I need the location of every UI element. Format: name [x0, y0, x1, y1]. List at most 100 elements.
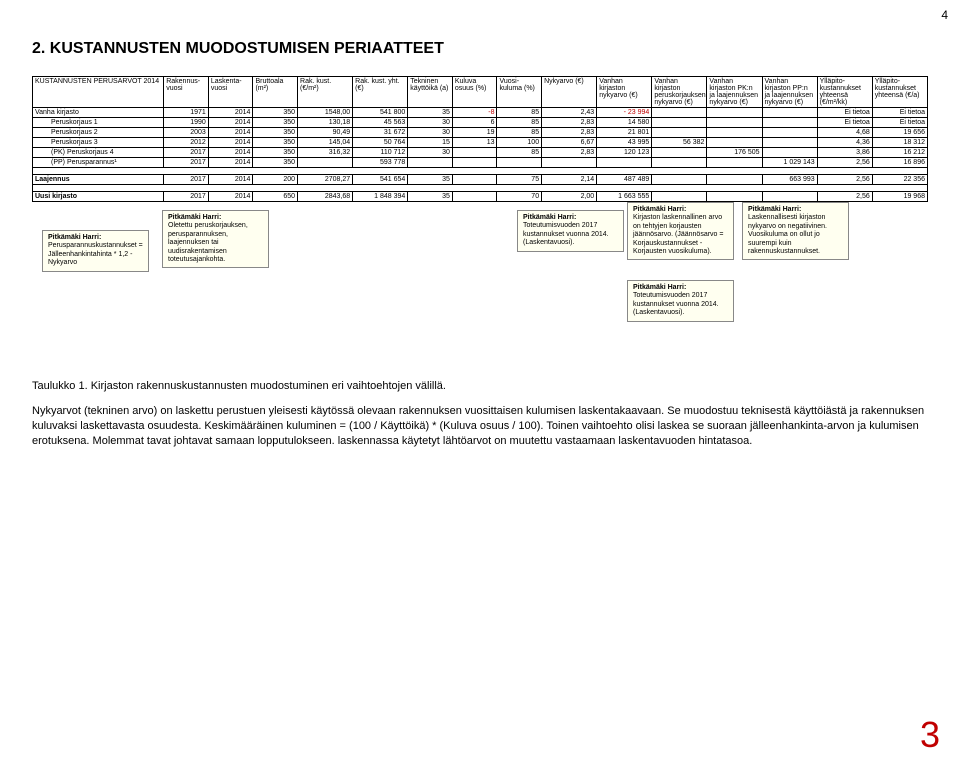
table-cell: 2012	[164, 138, 209, 148]
table-cell: 176 505	[707, 148, 762, 158]
table-cell	[762, 192, 817, 202]
table-cell: 350	[253, 118, 298, 128]
table-cell: Ei tietoa	[817, 108, 872, 118]
table-cell: 593 778	[353, 158, 408, 168]
table-cell: 30	[408, 148, 453, 158]
table-header-cell: Vuosi-kuluma (%)	[497, 77, 542, 108]
table-cell: 350	[253, 158, 298, 168]
table-caption: Taulukko 1. Kirjaston rakennuskustannust…	[32, 380, 928, 392]
table-cell: 30	[408, 118, 453, 128]
comment-callout: Pitkämäki Harri:Laskennallisesti kirjast…	[742, 202, 849, 260]
callout-body: Perusparannuskustannukset = Jälleenhanki…	[48, 242, 143, 266]
callout-author: Pitkämäki Harri:	[48, 234, 143, 242]
table-cell	[652, 148, 707, 158]
table-cell: 35	[408, 108, 453, 118]
table-cell: 85	[497, 128, 542, 138]
table-cell: 85	[497, 108, 542, 118]
table-cell: 1 848 394	[353, 192, 408, 202]
table-cell: 90,49	[298, 128, 353, 138]
table-cell	[452, 148, 497, 158]
table-cell: 110 712	[353, 148, 408, 158]
table-cell: 2017	[164, 175, 209, 185]
table-cell: 1 663 555	[597, 192, 652, 202]
callout-author: Pitkämäki Harri:	[523, 214, 618, 222]
table-cell: 2014	[208, 158, 253, 168]
table-row: Peruskorjaus 320122014350145,0450 764151…	[33, 138, 928, 148]
comment-callout: Pitkämäki Harri:Toteutumisvuoden 2017 ku…	[517, 210, 624, 252]
table-row: Vanha kirjasto197120143501548,00541 8003…	[33, 108, 928, 118]
table-cell: 22 356	[872, 175, 927, 185]
table-cell: 18 312	[872, 138, 927, 148]
table-header-cell: Rakennus-vuosi	[164, 77, 209, 108]
row-label: (PP) Perusparannus¹	[33, 158, 164, 168]
table-cell: 35	[408, 175, 453, 185]
table-row: (PK) Peruskorjaus 420172014350316,32110 …	[33, 148, 928, 158]
table-header-cell: Vanhan kirjaston peruskorjauksen nykyarv…	[652, 77, 707, 108]
page: 4 2. KUSTANNUSTEN MUODOSTUMISEN PERIAATT…	[0, 0, 960, 764]
row-label: Peruskorjaus 2	[33, 128, 164, 138]
comment-callout: Pitkämäki Harri:Kirjaston laskennallinen…	[627, 202, 734, 260]
table-cell: 85	[497, 118, 542, 128]
callout-author: Pitkämäki Harri:	[633, 206, 728, 214]
table-cell: 19	[452, 128, 497, 138]
table-cell: 316,32	[298, 148, 353, 158]
table-cell: 2014	[208, 128, 253, 138]
table-cell	[707, 118, 762, 128]
table-cell: 2,83	[542, 128, 597, 138]
table-cell: 4,36	[817, 138, 872, 148]
table-cell: 200	[253, 175, 298, 185]
table-cell: 19 968	[872, 192, 927, 202]
table-cell: 70	[497, 192, 542, 202]
table-cell: -8	[452, 108, 497, 118]
table-cell: 350	[253, 108, 298, 118]
table-cell: 75	[497, 175, 542, 185]
table-cell: 350	[253, 148, 298, 158]
row-label: Vanha kirjasto	[33, 108, 164, 118]
table-cell: 31 672	[353, 128, 408, 138]
callout-body: Oletettu peruskorjauksen, perusparannuks…	[168, 222, 248, 263]
table-header-cell: Laskenta-vuosi	[208, 77, 253, 108]
table-cell: 21 801	[597, 128, 652, 138]
table-cell	[762, 118, 817, 128]
callout-author: Pitkämäki Harri:	[168, 214, 263, 222]
table-cell: 2017	[164, 148, 209, 158]
table-cell: 13	[452, 138, 497, 148]
comment-callout: Pitkämäki Harri:Oletettu peruskorjauksen…	[162, 210, 269, 268]
table-cell: 2014	[208, 175, 253, 185]
table-cell: 1 029 143	[762, 158, 817, 168]
row-label: Peruskorjaus 3	[33, 138, 164, 148]
table-cell	[652, 175, 707, 185]
table-cell: 350	[253, 138, 298, 148]
table-cell	[298, 158, 353, 168]
table-cell	[762, 128, 817, 138]
table-header-cell: Vanhan kirjaston nykyarvo (€)	[597, 77, 652, 108]
table-cell: Ei tietoa	[872, 118, 927, 128]
table-row: Laajennus201720142002708,27541 65435752,…	[33, 175, 928, 185]
table-cell: 2,56	[817, 175, 872, 185]
callout-body: Laskennallisesti kirjaston nykyarvo on n…	[748, 214, 827, 255]
callout-author: Pitkämäki Harri:	[748, 206, 843, 214]
table-cell: 2843,68	[298, 192, 353, 202]
callout-body: Kirjaston laskennallinen arvo on tehtyje…	[633, 214, 723, 255]
cost-table: KUSTANNUSTEN PERUSARVOT 2014Rakennus-vuo…	[32, 76, 928, 202]
table-cell: 650	[253, 192, 298, 202]
table-cell: - 23 994	[597, 108, 652, 118]
row-label: Peruskorjaus 1	[33, 118, 164, 128]
table-cell	[762, 108, 817, 118]
table-cell: 6	[452, 118, 497, 128]
table-cell: 130,18	[298, 118, 353, 128]
row-label: Uusi kirjasto	[33, 192, 164, 202]
table-cell	[707, 108, 762, 118]
row-label: Laajennus	[33, 175, 164, 185]
table-cell	[452, 175, 497, 185]
table-header-cell: Vanhan kirjaston PK:n ja laajennuksen ny…	[707, 77, 762, 108]
table-cell: 2,43	[542, 108, 597, 118]
table-cell: 2,83	[542, 148, 597, 158]
table-cell: 3,86	[817, 148, 872, 158]
table-cell: Ei tietoa	[817, 118, 872, 128]
table-cell: 16 896	[872, 158, 927, 168]
table-cell: 100	[497, 138, 542, 148]
table-cell: 2003	[164, 128, 209, 138]
table-cell: 2,56	[817, 158, 872, 168]
table-cell	[408, 158, 453, 168]
